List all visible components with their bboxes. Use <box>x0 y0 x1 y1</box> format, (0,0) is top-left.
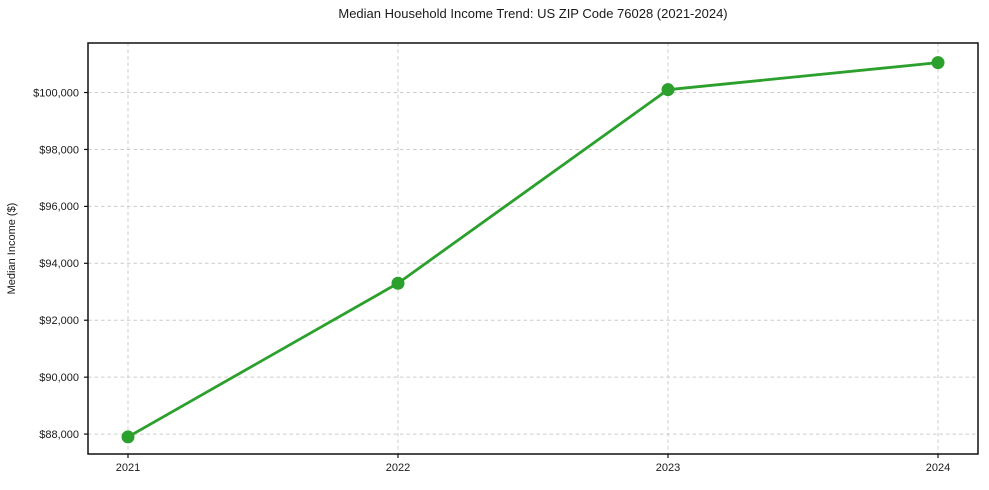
x-tick-label: 2022 <box>386 462 410 474</box>
data-point <box>121 430 135 444</box>
y-tick-label: $90,000 <box>39 372 79 384</box>
y-tick-label: $92,000 <box>39 315 79 327</box>
x-tick-label: 2023 <box>656 462 680 474</box>
plot-border <box>87 42 979 455</box>
y-axis-label: Median Income ($) <box>6 203 18 295</box>
trend-line <box>126 61 940 439</box>
data-point <box>931 56 945 70</box>
y-tick-label: $94,000 <box>39 258 79 270</box>
chart-title: Median Household Income Trend: US ZIP Co… <box>338 6 728 21</box>
data-point <box>661 83 675 97</box>
x-tick-label: 2021 <box>116 462 140 474</box>
x-tick-label: 2024 <box>926 462 950 474</box>
y-tick-label: $88,000 <box>39 429 79 441</box>
y-tick-label: $96,000 <box>39 201 79 213</box>
data-point <box>391 276 405 290</box>
y-tick-label: $98,000 <box>39 144 79 156</box>
y-tick-label: $100,000 <box>33 87 79 99</box>
